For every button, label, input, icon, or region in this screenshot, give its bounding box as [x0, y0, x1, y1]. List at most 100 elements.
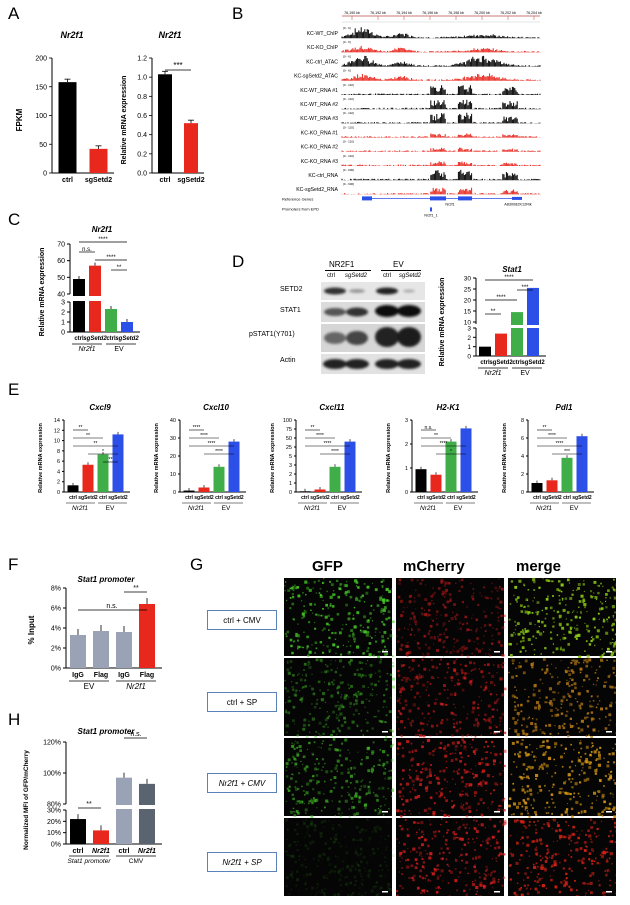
- micro-speckle: [527, 588, 530, 591]
- micro-speckle: [457, 827, 461, 830]
- micro-speckle: [445, 838, 448, 842]
- micro-speckle: [398, 842, 401, 844]
- micro-speckle: [472, 838, 474, 841]
- micro-speckle: [463, 745, 467, 749]
- micro-speckle: [578, 600, 582, 603]
- micro-speckle: [287, 589, 290, 592]
- micro-speckle: [455, 714, 457, 717]
- micro-speckle: [379, 835, 382, 837]
- micro-speckle: [382, 586, 384, 588]
- micro-speckle: [480, 758, 483, 761]
- micro-speckle: [564, 780, 567, 783]
- micro-speckle: [472, 588, 475, 590]
- micro-speckle: [419, 582, 422, 585]
- micro-speckle: [296, 746, 299, 749]
- micro-speckle: [357, 725, 359, 728]
- micro-speckle: [387, 776, 391, 780]
- micro-speckle: [591, 744, 594, 747]
- micro-speckle: [310, 823, 314, 827]
- f-ytick-label: 0%: [51, 666, 61, 673]
- micro-speckle: [493, 664, 495, 666]
- micro-speckle: [370, 673, 373, 677]
- micro-speckle: [560, 583, 564, 587]
- micro-speckle: [558, 614, 562, 618]
- e-group-2: EV: [570, 505, 579, 512]
- micro-speckle: [450, 676, 454, 680]
- micro-speckle: [498, 587, 501, 590]
- micro-speckle: [473, 752, 476, 755]
- micro-speckle: [607, 761, 610, 763]
- micro-speckle: [333, 836, 335, 838]
- micro-speckle: [387, 834, 390, 837]
- micro-speckle: [443, 595, 446, 598]
- micro-speckle: [564, 836, 567, 839]
- micro-speckle: [306, 645, 309, 648]
- micro-speckle: [564, 637, 567, 640]
- micro-speckle: [360, 729, 363, 732]
- micro-speckle: [541, 731, 545, 735]
- micro-speckle: [416, 831, 418, 834]
- micro-speckle: [445, 650, 448, 653]
- micro-speckle: [453, 668, 457, 672]
- micro-speckle: [419, 779, 422, 783]
- micro-speckle: [523, 585, 526, 587]
- micro-speckle: [611, 605, 615, 609]
- micro-speckle: [362, 734, 365, 736]
- micro-speckle: [353, 766, 356, 770]
- micro-speckle: [597, 812, 601, 816]
- micro-speckle: [480, 894, 482, 897]
- micro-speckle: [416, 886, 420, 890]
- micro-speckle: [313, 603, 317, 606]
- micro-speckle: [377, 650, 380, 653]
- micro-speckle: [583, 679, 586, 682]
- micro-speckle: [338, 869, 341, 873]
- micro-speckle: [409, 670, 412, 672]
- micro-speckle: [338, 842, 340, 844]
- micro-speckle: [601, 648, 603, 650]
- micro-speckle: [313, 828, 317, 832]
- micro-speckle: [571, 659, 573, 662]
- micro-speckle: [534, 728, 538, 732]
- micro-speckle: [443, 796, 446, 799]
- micro-speckle: [425, 789, 428, 793]
- micro-speckle: [372, 851, 376, 855]
- micro-speckle: [319, 707, 321, 709]
- micro-speckle: [284, 687, 287, 690]
- micro-speckle: [472, 706, 476, 710]
- micro-speckle: [529, 768, 531, 770]
- micro-speckle: [386, 753, 389, 757]
- micro-speckle: [453, 638, 455, 640]
- micro-speckle: [545, 764, 549, 768]
- a2-cat: sgSetd2: [177, 177, 204, 184]
- micro-speckle: [594, 671, 597, 674]
- micro-speckle: [302, 723, 306, 727]
- e-ytick-label: 8: [521, 418, 524, 424]
- micro-speckle: [285, 775, 289, 778]
- micro-speckle: [363, 615, 366, 619]
- micro-speckle: [360, 875, 363, 878]
- micro-speckle: [533, 840, 536, 843]
- micro-speckle: [427, 646, 431, 650]
- micro-speckle: [351, 864, 355, 868]
- micro-speckle: [443, 747, 446, 751]
- micro-speckle: [560, 881, 563, 884]
- micro-speckle: [534, 824, 537, 826]
- micro-speckle: [421, 723, 423, 725]
- micro-speckle: [371, 750, 375, 754]
- micro-speckle: [487, 719, 491, 722]
- micro-speckle: [344, 694, 348, 698]
- micro-speckle: [485, 789, 487, 792]
- c-ytick-label: 2: [61, 310, 65, 317]
- micro-speckle: [545, 696, 548, 699]
- micro-speckle: [397, 640, 400, 643]
- micro-speckle: [391, 730, 394, 733]
- micro-speckle: [473, 865, 477, 869]
- gb-track-label: KC-ctrl_RNA: [308, 173, 338, 179]
- micro-speckle: [529, 744, 531, 746]
- micro-scalebar: [606, 731, 612, 733]
- micro-speckle: [298, 889, 300, 892]
- micro-speckle: [612, 779, 615, 782]
- micro-speckle: [490, 612, 493, 615]
- micro-speckle: [349, 868, 353, 872]
- micro-speckle: [458, 621, 462, 625]
